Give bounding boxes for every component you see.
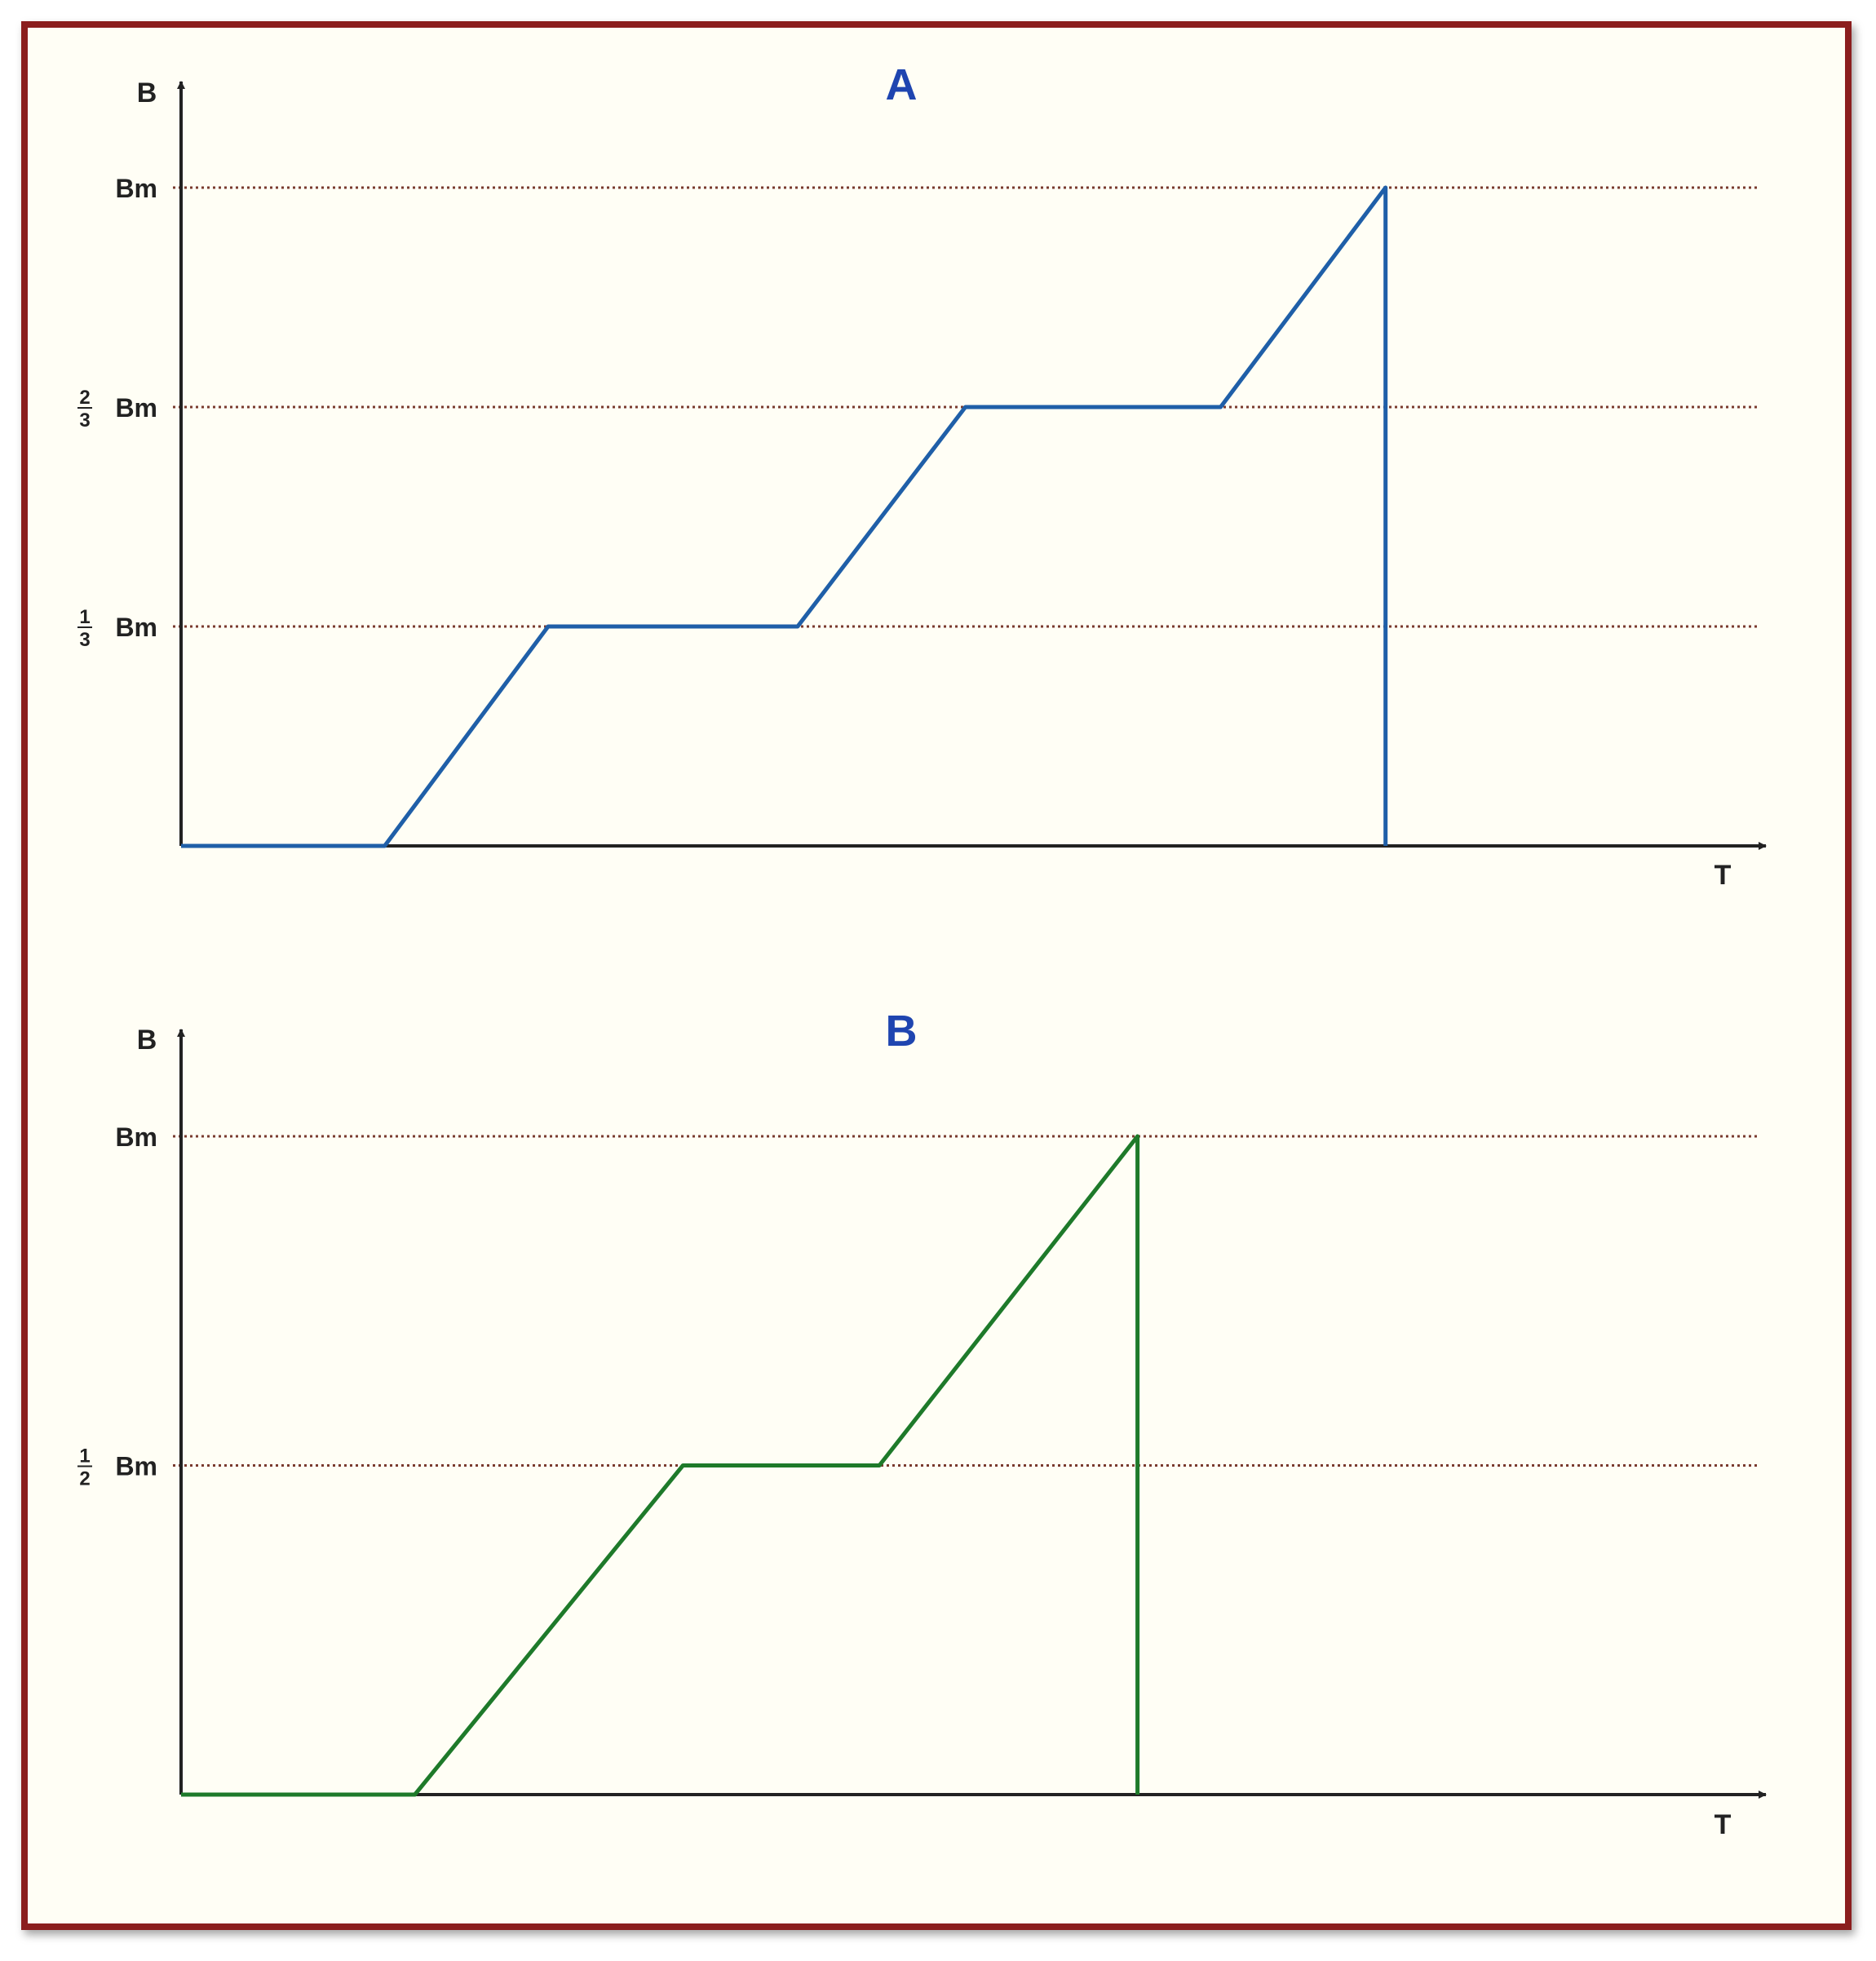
chart-frame xyxy=(21,21,1852,1930)
x-axis-label: T xyxy=(1715,860,1732,891)
fraction-denominator: 2 xyxy=(79,1468,90,1490)
series-line xyxy=(181,1134,1140,1797)
panel-title: A xyxy=(886,60,918,109)
reference-label: Bm xyxy=(115,393,157,423)
y-axis-label: B xyxy=(137,77,157,108)
panel-title: B xyxy=(886,1007,918,1056)
fraction-numerator: 1 xyxy=(79,606,90,628)
x-axis-label: T xyxy=(1715,1809,1732,1840)
reference-label: Bm xyxy=(115,1122,157,1152)
fraction-denominator: 3 xyxy=(79,629,90,651)
reference-label: Bm xyxy=(115,174,157,203)
fraction-numerator: 1 xyxy=(79,1445,90,1467)
panel-b: B B T Bm Bm 12 xyxy=(77,1007,1767,1840)
y-axis-label: B xyxy=(137,1025,157,1056)
reference-label: Bm xyxy=(115,1452,157,1481)
fraction-denominator: 3 xyxy=(79,409,90,432)
series-line xyxy=(181,185,1388,848)
reference-label: Bm xyxy=(115,613,157,642)
fraction-numerator: 2 xyxy=(79,387,90,409)
